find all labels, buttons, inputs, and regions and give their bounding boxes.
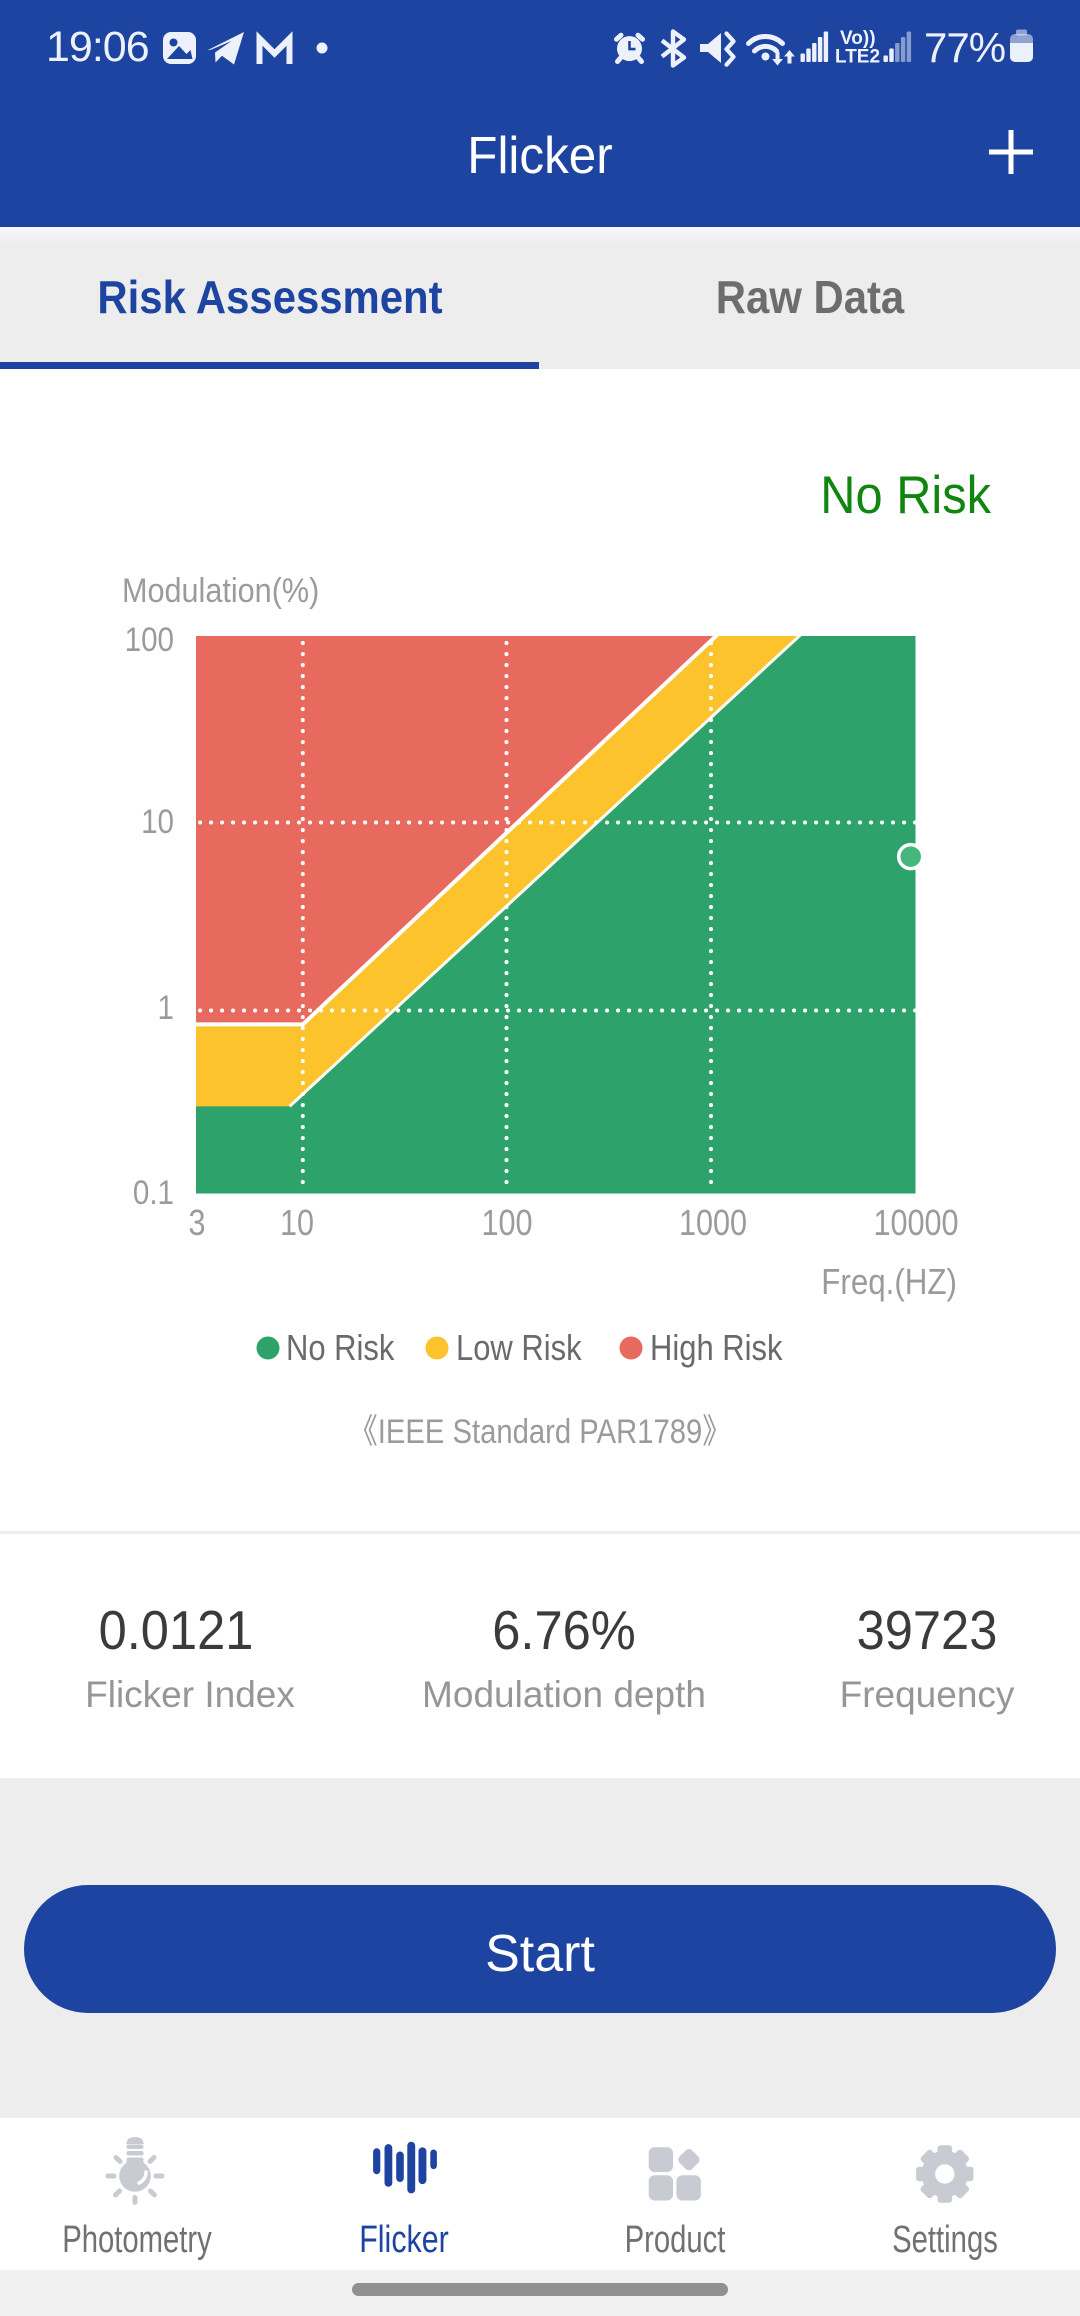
svg-text:77%: 77% [924, 24, 1005, 71]
svg-text:Vo)): Vo)) [840, 28, 876, 49]
svg-text:LTE2: LTE2 [835, 47, 880, 68]
